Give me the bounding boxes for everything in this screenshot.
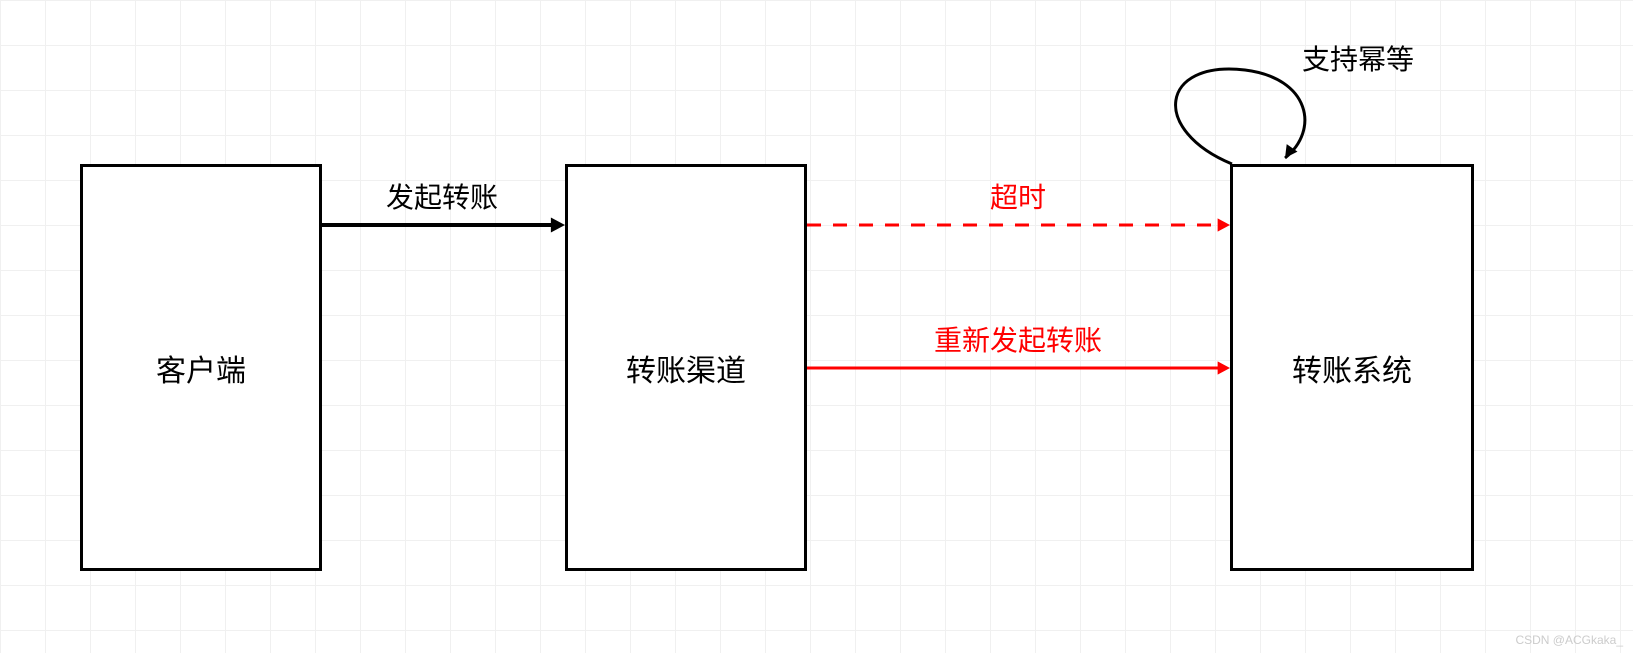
node-label-system: 转账系统 [1292, 346, 1412, 390]
diagram-canvas: 客户端 转账渠道 转账系统 发起转账 超时重新发起转账 支持幂等 CSDN @ACGka… [0, 0, 1633, 653]
node-label-client: 客户端 [156, 346, 246, 390]
watermark-text: CSDN @ACGkaka_ [1515, 633, 1623, 647]
node-label-channel: 转账渠道 [626, 346, 746, 390]
edge-label-idempotent: 支持幂等 [1302, 38, 1414, 78]
edge-label-timeout: 超时 [990, 176, 1046, 216]
node-client: 客户端 [80, 164, 322, 571]
node-system: 转账系统 [1230, 164, 1474, 571]
node-channel: 转账渠道 [565, 164, 807, 571]
edge-label-initiate: 发起转账 [386, 176, 498, 216]
edge-idempotent [1176, 69, 1305, 164]
edge-label-retry: 重新发起转账 [934, 319, 1102, 359]
